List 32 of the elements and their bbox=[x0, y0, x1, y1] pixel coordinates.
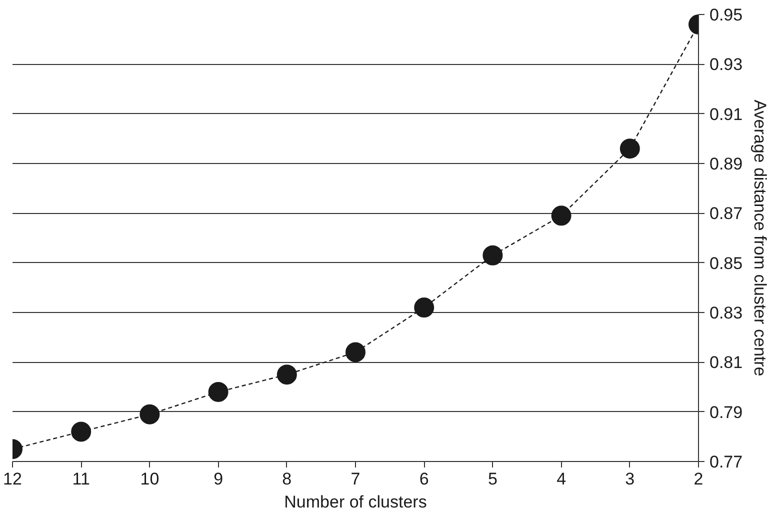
y-tick-label: 0.89 bbox=[710, 154, 743, 174]
point bbox=[620, 138, 640, 159]
x-tick-label: 8 bbox=[282, 470, 292, 488]
point bbox=[346, 342, 366, 362]
point bbox=[140, 404, 160, 424]
y-tick-label: 0.79 bbox=[710, 402, 743, 422]
y-tick-label: 0.91 bbox=[710, 104, 743, 124]
y-tick-label: 0.87 bbox=[710, 204, 743, 224]
point bbox=[414, 298, 434, 318]
x-tick-label: 9 bbox=[214, 470, 224, 488]
y-tick-label: 0.81 bbox=[710, 353, 743, 372]
x-tick-label: 5 bbox=[488, 470, 498, 488]
x-tick-label: 6 bbox=[419, 470, 429, 488]
x-tick-label: 11 bbox=[72, 470, 90, 488]
point bbox=[208, 382, 228, 402]
x-tick-label: 10 bbox=[140, 470, 160, 488]
x-tick-label: 3 bbox=[625, 470, 635, 488]
y-tick-label: 0.83 bbox=[710, 304, 743, 322]
point bbox=[551, 206, 572, 226]
point bbox=[276, 364, 297, 385]
x-tick-label: 2 bbox=[694, 470, 704, 488]
point bbox=[482, 245, 503, 266]
y-tick-label: 0.85 bbox=[710, 254, 743, 273]
x-tick-label: 7 bbox=[350, 470, 360, 488]
y-tick-label: 0.77 bbox=[710, 452, 743, 472]
x-tick-label: 4 bbox=[556, 470, 566, 488]
point bbox=[71, 422, 92, 442]
y-axis-title: Average distance from cluster centre bbox=[750, 100, 770, 376]
y-tick-label: 0.95 bbox=[710, 6, 743, 24]
y-tick-label: 0.93 bbox=[710, 55, 743, 74]
x-tick-label: 12 bbox=[3, 470, 22, 488]
x-axis-title: Number of clusters bbox=[284, 492, 427, 512]
